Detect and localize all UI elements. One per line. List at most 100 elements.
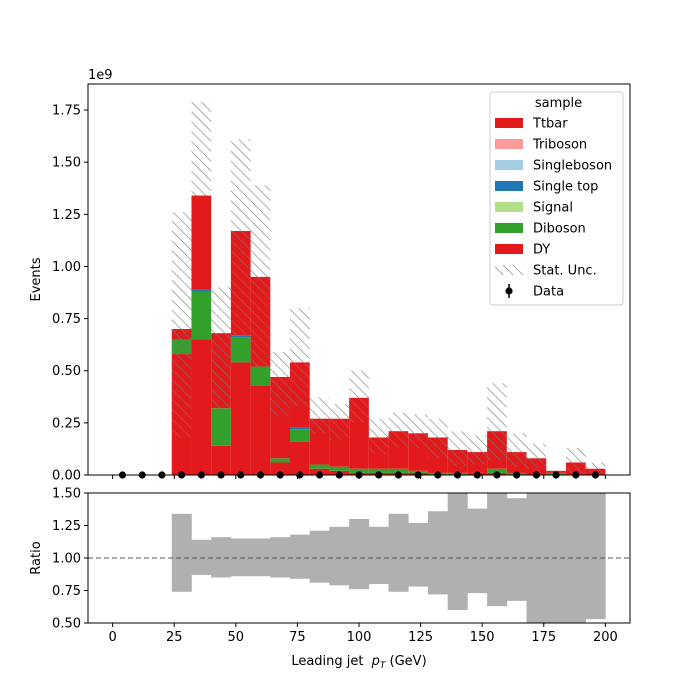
stat-unc-bin — [487, 383, 507, 461]
stat-unc-bin — [211, 287, 231, 409]
bar-diboson — [388, 468, 409, 473]
stat-unc-bin — [388, 412, 409, 448]
x-axis-label: Leading jet pT (GeV) — [291, 654, 426, 671]
x-tick-label: 175 — [531, 630, 556, 645]
ratio-panel: 0.50 0.75 1.00 1.25 1.50 0 25 50 75 100 125 150 175… — [29, 487, 631, 671]
x-axis-label-var: p — [371, 654, 380, 669]
ratio-y-axis-label: Ratio — [29, 541, 44, 574]
y-tick-label: 1.50 — [52, 156, 81, 171]
x-axis-ticks — [112, 475, 606, 479]
bar-diboson — [487, 468, 507, 473]
y-tick-label: 0.25 — [52, 416, 81, 431]
y-axis-label: Events — [29, 257, 44, 301]
main-plot-frame — [87, 83, 631, 476]
ratio-unc-bin — [388, 513, 409, 592]
ratio-plot-frame — [87, 492, 631, 624]
bar-dy — [290, 441, 310, 475]
stat-unc-bin — [270, 351, 291, 417]
bar-diboson — [290, 429, 310, 442]
y-tick-label: 1.25 — [52, 208, 81, 223]
x-tick-label: 75 — [289, 630, 306, 645]
y-tick-label: 1.00 — [52, 260, 81, 275]
stat-unc-bin — [309, 397, 330, 434]
stat-unc-bin — [526, 443, 547, 469]
stat-unc-bin — [349, 370, 369, 423]
bar-diboson — [329, 466, 350, 471]
stat-unc-band — [171, 101, 606, 475]
ratio-unc-bin — [171, 513, 192, 592]
stat-unc-bin — [565, 447, 586, 475]
ratio-y-tick-label: 1.25 — [52, 519, 81, 534]
y-multiplier-label: 1e9 — [88, 68, 113, 83]
legend-label: Signal — [533, 201, 573, 216]
stat-unc-bin — [230, 139, 251, 336]
legend-swatch — [495, 160, 523, 170]
ratio-unc-bin — [408, 522, 429, 587]
legend-label: Single top — [533, 180, 598, 195]
stat-unc-bin — [329, 404, 350, 440]
y-tick-label: 1.75 — [52, 104, 81, 119]
stat-unc-bin — [171, 212, 192, 438]
ratio-unc-bin — [467, 508, 488, 594]
ratio-unc-bin — [309, 530, 330, 583]
x-axis-label-text: Leading jet — [291, 654, 367, 669]
ratio-unc-bin — [487, 493, 508, 607]
legend-swatch-stat-unc — [495, 265, 523, 275]
legend-swatch-data — [505, 287, 513, 295]
legend-title: sample — [535, 96, 582, 111]
legend-swatch — [495, 223, 523, 233]
x-tick-label: 125 — [408, 630, 433, 645]
bar-diboson — [368, 468, 389, 473]
ratio-y-tick-label: 0.50 — [52, 617, 81, 632]
x-axis-label-subscript: T — [380, 661, 387, 671]
ratio-unc-bin — [447, 493, 468, 610]
legend: sample Ttbar Triboson Singleboson Single top… — [489, 91, 624, 306]
stat-unc-bin — [585, 462, 606, 475]
stat-unc-bin — [368, 418, 389, 455]
legend-label: Diboson — [533, 222, 586, 237]
ratio-unc-bin — [427, 511, 448, 595]
x-tick-label: 25 — [166, 630, 183, 645]
ratio-unc-bin — [211, 537, 232, 578]
stat-unc-bin — [250, 185, 271, 367]
bar-diboson — [250, 366, 271, 386]
y-tick-label: 0.75 — [52, 312, 81, 327]
bar-dy — [270, 462, 291, 475]
x-tick-label: 200 — [593, 630, 618, 645]
stat-unc-bin — [191, 101, 212, 196]
ratio-unc-bin — [349, 519, 370, 590]
stat-unc-bin — [427, 418, 448, 459]
legend-label: Stat. Unc. — [533, 264, 597, 279]
x-tick-label: 50 — [228, 630, 245, 645]
legend-swatch — [495, 118, 523, 128]
bar-diboson — [349, 468, 369, 473]
ratio-y-tick-label: 1.50 — [52, 487, 81, 502]
bar-ttbar — [191, 195, 212, 290]
bar-diboson — [191, 291, 212, 340]
bar-diboson — [270, 458, 291, 463]
y-axis-ticks: 0.00 0.25 0.50 0.75 1.00 1.25 1.50 1.75 — [52, 104, 88, 484]
ratio-unc-bin — [368, 526, 389, 584]
bar-dy — [250, 385, 271, 475]
legend-swatch — [495, 202, 523, 212]
legend-label: Triboson — [532, 138, 587, 153]
bar-single-top — [230, 335, 251, 338]
bar-single-top — [191, 289, 212, 292]
stat-unc-bin — [467, 435, 488, 465]
ratio-unc-bin — [329, 526, 350, 586]
x-axis-label-unit: (GeV) — [385, 654, 426, 669]
ratio-unc-bin — [506, 498, 527, 601]
bar-dy — [211, 445, 231, 475]
bar-diboson — [211, 408, 231, 446]
ratio-unc-bin — [230, 538, 251, 577]
ratio-unc-bin — [585, 493, 606, 620]
ratio-unc-bin — [250, 538, 271, 577]
legend-swatch — [495, 244, 523, 254]
legend-label: Data — [533, 285, 564, 300]
stat-unc-bin — [408, 414, 428, 448]
bar-diboson — [309, 464, 330, 469]
legend-label: Singleboson — [533, 159, 612, 174]
stat-unc-bin — [447, 431, 468, 467]
bar-dy — [191, 339, 212, 475]
stat-unc-bin — [506, 433, 527, 467]
